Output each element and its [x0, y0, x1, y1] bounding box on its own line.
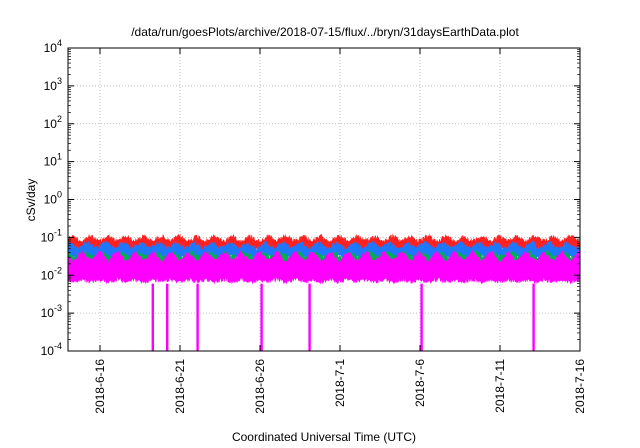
x-tick-label: 2018-6-21	[173, 359, 187, 414]
x-tick-label: 2018-7-11	[493, 359, 507, 413]
series-layer	[67, 233, 581, 351]
x-tick-label: 2018-6-26	[253, 359, 267, 414]
dip-mark	[260, 283, 263, 351]
y-axis: 10-4 10-3 10-2 10-1 100 101 102 103 104	[41, 38, 580, 358]
x-tick-label: 2018-7-6	[413, 359, 427, 407]
y-tick-label: 100	[44, 190, 62, 207]
dip-mark	[151, 283, 154, 351]
y-tick-label: 10-2	[41, 265, 62, 282]
dip-mark	[420, 283, 423, 351]
y-tick-label: 10-1	[41, 227, 62, 244]
x-tick-label: 2018-7-16	[573, 359, 587, 414]
x-tick-label: 2018-6-16	[93, 359, 107, 414]
dip-mark	[166, 283, 169, 351]
grid	[68, 48, 580, 351]
y-tick-label: 102	[44, 114, 62, 131]
x-axis: 2018-6-16 2018-6-21 2018-6-26 2018-7-1 2018-…	[93, 48, 587, 414]
chart-title: /data/run/goesPlots/archive/2018-07-15/f…	[131, 25, 519, 39]
y-axis-label: cSv/day	[24, 179, 38, 222]
dip-mark	[196, 283, 199, 351]
y-tick-label: 10-3	[41, 303, 62, 320]
x-axis-label: Coordinated Universal Time (UTC)	[232, 430, 416, 444]
dip-mark	[308, 283, 311, 351]
y-tick-label: 104	[44, 38, 62, 55]
x-tick-label: 2018-7-1	[333, 359, 347, 407]
y-tick-label: 103	[44, 76, 62, 93]
dip-mark	[532, 283, 535, 351]
y-tick-label: 10-4	[41, 341, 62, 358]
y-tick-label: 101	[44, 152, 62, 169]
